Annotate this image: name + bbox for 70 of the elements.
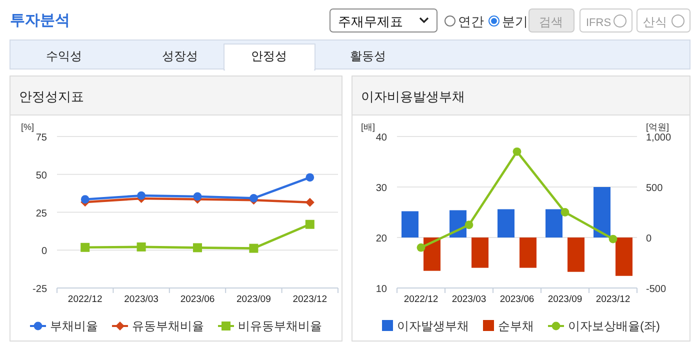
y-tick-label: 75 [36, 132, 48, 144]
legend-label: 유동부채비율 [132, 319, 204, 333]
point [250, 194, 258, 202]
point [305, 198, 314, 207]
point [608, 234, 618, 244]
bar [520, 238, 536, 268]
point [80, 195, 90, 204]
y2-axis-title: [억원] [646, 122, 670, 132]
text: 연간 [458, 14, 484, 29]
x-tick-label: 2023/09 [548, 294, 582, 305]
legend-label: 비유동부채비율 [238, 319, 322, 333]
point [306, 173, 314, 182]
y2-tick-label: -500 [646, 284, 666, 295]
bar [594, 187, 610, 238]
x-tick-label: 2023/06 [180, 294, 215, 305]
y2-tick-label: 0 [646, 234, 652, 244]
x-tick-label: 2023/09 [236, 294, 271, 305]
chart-title: 안정성지표 [19, 89, 84, 104]
y-tick-label: 30 [376, 183, 388, 194]
x-tick-label: 2023/03 [452, 294, 486, 305]
y-tick-label: 40 [376, 132, 388, 144]
y-tick-label: 50 [36, 170, 48, 182]
legend-label: 부채비율 [50, 319, 98, 333]
text: 검색 [539, 15, 563, 29]
y-tick-label: -25 [32, 284, 48, 295]
legend-label: 순부채 [498, 319, 534, 333]
point [137, 191, 146, 200]
point [416, 243, 426, 252]
x-tick-label: 2023/12 [596, 294, 630, 305]
text: 주재무제표 [338, 14, 403, 29]
text: 활동성 [350, 49, 386, 63]
text: 산식 [643, 15, 667, 29]
point [560, 208, 570, 216]
y-tick-label: 20 [376, 234, 388, 244]
text: 수익성 [46, 49, 82, 63]
point [136, 242, 146, 252]
text: 성장성 [162, 49, 198, 63]
text: IFRS [586, 17, 612, 29]
text: 투자분석 [10, 12, 70, 29]
bar [498, 209, 514, 238]
legend-label: 이자보상배율(좌) [568, 319, 660, 333]
y-tick-label: 25 [36, 208, 48, 220]
y-tick-label: 0 [41, 246, 48, 258]
legend-label: 이자발생부채 [397, 319, 469, 333]
bar [472, 238, 488, 268]
bar [546, 209, 562, 238]
point [249, 244, 258, 253]
bar [616, 238, 632, 276]
y2-tick-label: 500 [646, 183, 664, 194]
x-tick-label: 2022/12 [404, 294, 438, 305]
point [80, 242, 90, 252]
x-tick-label: 2023/06 [500, 294, 534, 305]
point [464, 220, 474, 230]
point [512, 147, 522, 156]
text: 안정성 [251, 49, 287, 63]
y-tick-label: 10 [376, 284, 388, 295]
y-axis-title: [%] [21, 122, 34, 132]
bar [402, 211, 418, 238]
x-tick-label: 2023/03 [124, 294, 158, 305]
bar [568, 238, 584, 272]
chart-title: 이자비용발생부채 [361, 89, 465, 104]
y2-tick-label: 1,000 [646, 132, 672, 144]
point [305, 220, 314, 229]
text: 분기 [502, 14, 528, 29]
bar [424, 238, 440, 271]
point [193, 192, 202, 201]
x-tick-label: 2022/12 [68, 294, 102, 305]
y-axis-title: [배] [361, 122, 376, 132]
point [193, 243, 202, 252]
x-tick-label: 2023/12 [292, 294, 328, 305]
